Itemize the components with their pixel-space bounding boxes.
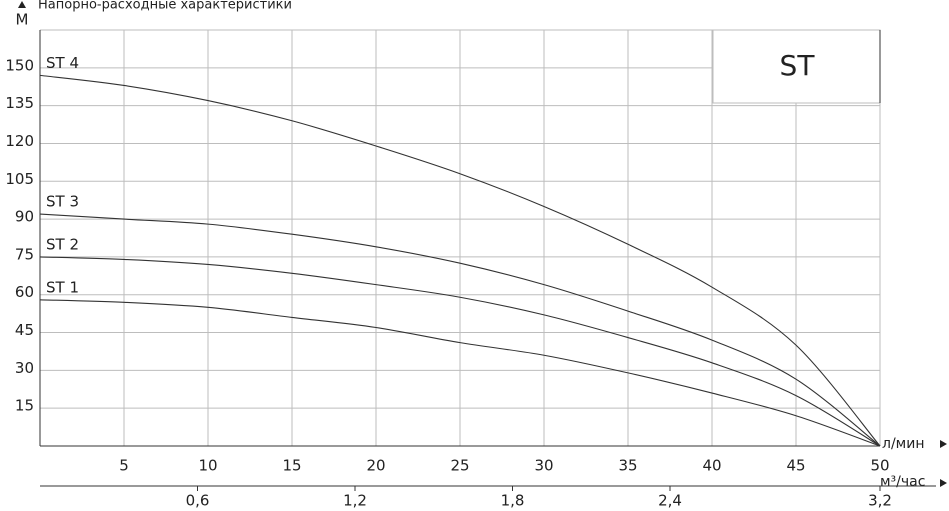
y-tick-label: 90: [15, 208, 34, 226]
x-tick-label: 35: [618, 457, 637, 475]
x-axis-label: л/мин: [882, 436, 924, 452]
curve: [39, 74, 881, 447]
x-tick-label: 5: [119, 457, 129, 475]
curve: [39, 256, 881, 447]
x-tick-label: 15: [282, 457, 301, 475]
x2-axis-label: м³/час: [880, 474, 925, 490]
x2-tick-label: 3,2: [868, 492, 892, 510]
title-marker: [18, 1, 26, 8]
x-tick-label: 50: [870, 457, 889, 475]
x2-tick-label: 2,4: [658, 492, 682, 510]
series-label: ST 4: [46, 54, 79, 72]
y-tick-label: 60: [15, 283, 34, 301]
y-axis-label: М: [16, 11, 29, 29]
x-tick-label: 25: [450, 457, 469, 475]
chart-title: Напорно-расходные характеристики: [38, 0, 292, 13]
x2-tick-label: 0,6: [186, 492, 210, 510]
y-tick-label: 135: [5, 94, 34, 112]
series-label: ST 1: [46, 278, 79, 296]
badge-box: [712, 29, 881, 104]
x-tick-label: 10: [198, 457, 217, 475]
curve: [39, 213, 881, 447]
x-tick-label: 30: [534, 457, 553, 475]
x-axis-arrow: [940, 440, 947, 448]
y-tick-label: 15: [15, 397, 34, 415]
x2-axis-arrow: [940, 479, 947, 487]
y-tick-label: 45: [15, 321, 34, 339]
y-tick-label: 150: [5, 56, 34, 74]
series-label: ST 2: [46, 235, 79, 253]
y-tick-label: 105: [5, 170, 34, 188]
badge: ST: [780, 49, 816, 82]
x-tick-label: 40: [702, 457, 721, 475]
x-tick-label: 45: [786, 457, 805, 475]
curve: [39, 299, 881, 447]
x2-tick-label: 1,2: [343, 492, 367, 510]
y-tick-label: 75: [15, 245, 34, 263]
x-tick-label: 20: [366, 457, 385, 475]
y-tick-label: 120: [5, 132, 34, 150]
y-tick-label: 30: [15, 359, 34, 377]
series-label: ST 3: [46, 193, 79, 211]
x2-tick-label: 1,8: [501, 492, 525, 510]
